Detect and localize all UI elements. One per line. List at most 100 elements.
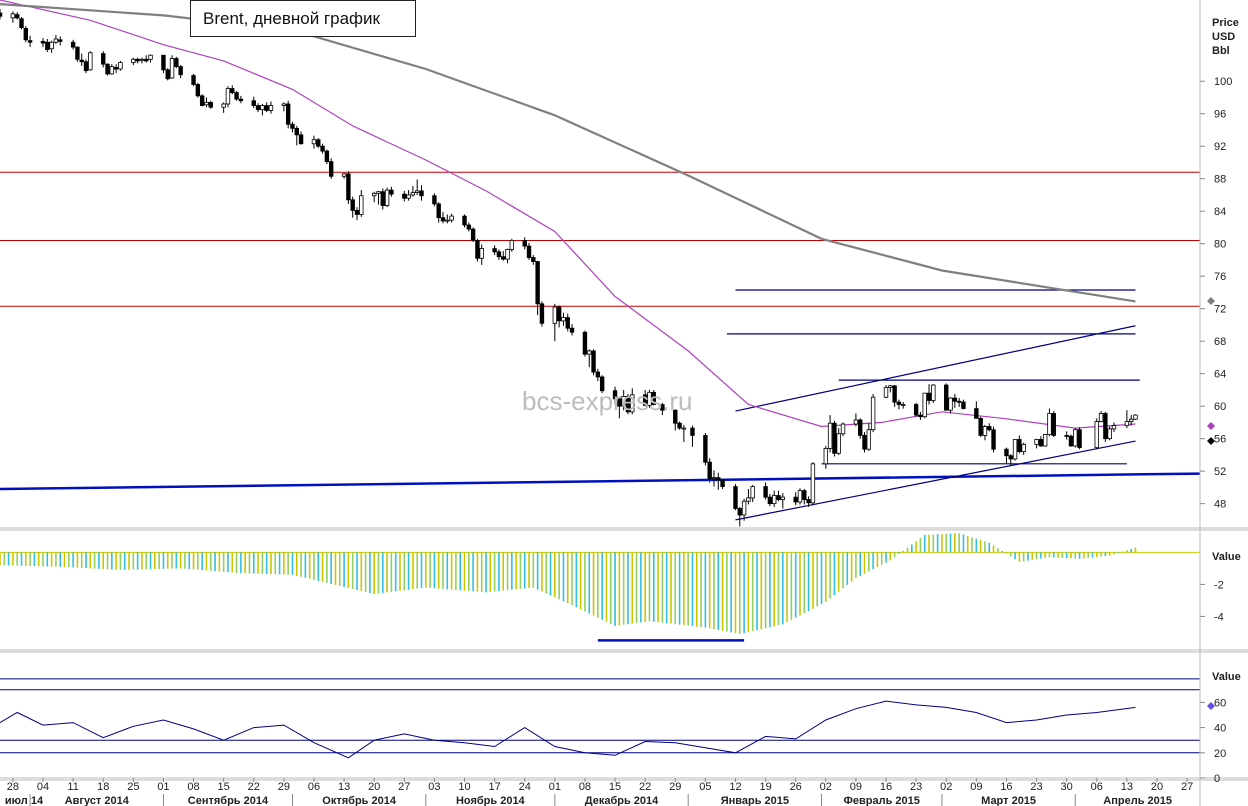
month-label: Сентябрь 2014 bbox=[188, 795, 269, 806]
macd-tick-label: -4 bbox=[1214, 611, 1224, 623]
price-tick-label: 68 bbox=[1214, 336, 1226, 348]
candle-body bbox=[617, 398, 622, 407]
candle-body bbox=[703, 434, 708, 463]
price-tick-label: 64 bbox=[1214, 369, 1226, 381]
macd-panel bbox=[0, 533, 1200, 642]
candle-body bbox=[660, 404, 665, 411]
candle-body bbox=[341, 173, 347, 177]
price-tick-label: 84 bbox=[1214, 206, 1226, 218]
candle-body bbox=[561, 317, 566, 322]
candle-body bbox=[853, 419, 859, 425]
month-label: Ноябрь 2014 bbox=[456, 795, 526, 806]
candle-body bbox=[621, 396, 626, 407]
candle-body bbox=[19, 18, 24, 29]
candle-body bbox=[492, 248, 497, 253]
last-price-marker bbox=[1207, 437, 1215, 445]
candle-body bbox=[466, 224, 472, 230]
candle-body bbox=[445, 219, 450, 222]
candle-body bbox=[389, 189, 394, 195]
candle-body bbox=[1124, 421, 1130, 427]
candle-body bbox=[625, 396, 631, 413]
candle-body bbox=[944, 384, 949, 411]
candle-body bbox=[15, 14, 20, 19]
candle-body bbox=[105, 63, 110, 75]
rsi-marker bbox=[1207, 702, 1215, 710]
candle-body bbox=[470, 228, 476, 241]
candle-body bbox=[763, 486, 768, 498]
candle-body bbox=[1047, 413, 1052, 435]
date-tick-label: 27 bbox=[398, 781, 410, 793]
candle-body bbox=[1103, 413, 1108, 440]
candle-body bbox=[174, 58, 179, 68]
candle-body bbox=[384, 189, 390, 206]
candle-body bbox=[716, 477, 721, 481]
candle-body bbox=[311, 139, 317, 145]
candle-body bbox=[324, 150, 330, 163]
candle-body bbox=[806, 499, 811, 504]
candle-body bbox=[410, 192, 416, 196]
candle-body bbox=[501, 256, 506, 260]
candle-body bbox=[1068, 435, 1074, 447]
month-label: июл 14 bbox=[5, 795, 44, 806]
candle-body bbox=[88, 52, 93, 71]
candle-body bbox=[1064, 434, 1069, 437]
candle-body bbox=[509, 240, 515, 250]
candle-body bbox=[797, 490, 803, 503]
candle-body bbox=[711, 477, 717, 480]
candle-body bbox=[1098, 413, 1104, 422]
rsi-line bbox=[0, 700, 1136, 759]
candle-body bbox=[565, 317, 570, 329]
candle-body bbox=[1077, 429, 1082, 448]
candle-body bbox=[1021, 443, 1026, 453]
candle-body bbox=[741, 500, 747, 516]
candle-body bbox=[673, 409, 678, 424]
candle-body bbox=[883, 387, 889, 398]
candle-body bbox=[475, 240, 480, 259]
candle-body bbox=[556, 306, 562, 322]
month-label: Апрель 2015 bbox=[1103, 795, 1172, 806]
slow-ma-marker bbox=[1207, 297, 1215, 305]
candle-body bbox=[922, 392, 927, 418]
candle-body bbox=[371, 192, 377, 197]
price-axis-title: Bbl bbox=[1212, 45, 1230, 57]
candle-body bbox=[79, 59, 84, 63]
date-tick-label: 23 bbox=[910, 781, 922, 793]
candle-body bbox=[823, 447, 829, 465]
candle-body bbox=[991, 429, 996, 450]
price-tick-label: 96 bbox=[1214, 109, 1226, 121]
candle-body bbox=[234, 92, 239, 100]
candle-body bbox=[83, 61, 89, 72]
candle-body bbox=[1094, 421, 1099, 448]
date-tick-label: 15 bbox=[218, 781, 230, 793]
trend-channel-line bbox=[735, 325, 1136, 412]
candle-body bbox=[612, 390, 618, 400]
date-tick-label: 16 bbox=[880, 781, 892, 793]
candle-body bbox=[1111, 425, 1117, 430]
candle-body bbox=[230, 88, 235, 94]
candle-body bbox=[354, 209, 360, 215]
candle-body bbox=[238, 98, 244, 102]
candle-body bbox=[505, 248, 510, 260]
candle-body bbox=[165, 69, 170, 80]
candle-body bbox=[836, 433, 841, 454]
long-support-line bbox=[0, 472, 1201, 491]
candle-body bbox=[462, 215, 467, 226]
candle-body bbox=[1004, 448, 1009, 457]
candle-body bbox=[58, 39, 63, 42]
candle-body bbox=[1073, 429, 1078, 447]
rsi-axis-title: Value bbox=[1212, 671, 1241, 683]
date-tick-label: 12 bbox=[729, 781, 741, 793]
candle-body bbox=[406, 194, 411, 199]
candle-body bbox=[294, 127, 299, 136]
month-label: Декабрь 2014 bbox=[585, 795, 659, 806]
candle-body bbox=[298, 134, 304, 145]
candle-body bbox=[436, 203, 441, 219]
candle-body bbox=[178, 66, 183, 76]
candle-body bbox=[1012, 439, 1018, 460]
candle-body bbox=[1107, 428, 1112, 440]
date-tick-label: 13 bbox=[1121, 781, 1133, 793]
fast-ma-marker bbox=[1207, 422, 1215, 430]
candle-body bbox=[630, 394, 635, 413]
candle-body bbox=[587, 350, 592, 355]
candle-body bbox=[199, 95, 205, 107]
